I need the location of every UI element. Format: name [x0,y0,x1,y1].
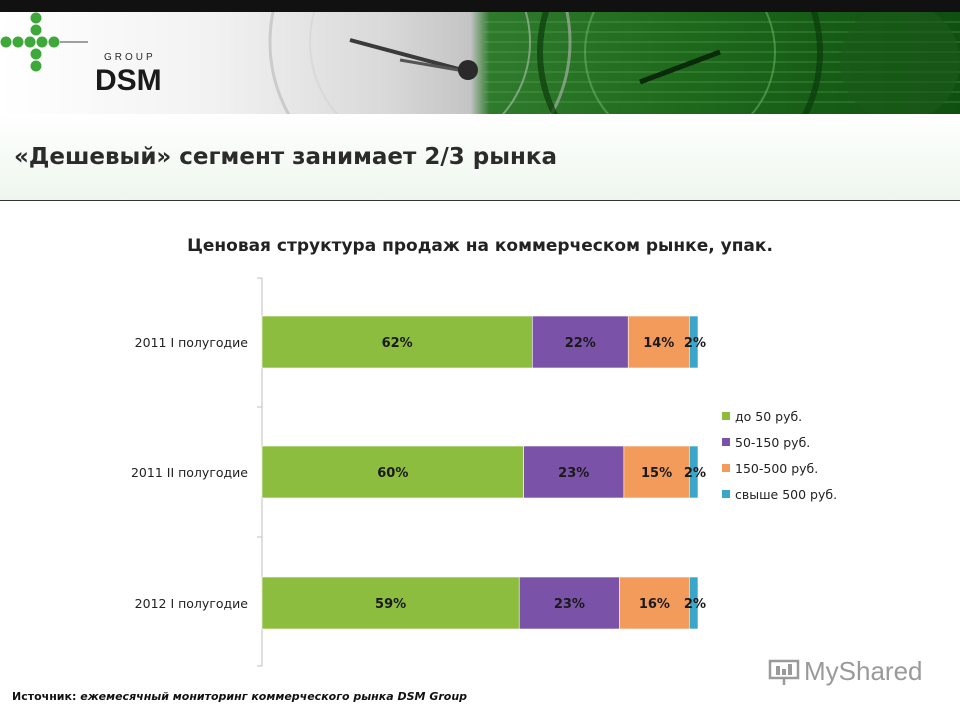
data-label: 23% [554,597,585,612]
dsm-logo-icon [0,12,88,72]
legend-item: до 50 руб. [722,403,837,429]
logo-brand-text: DSM [95,64,162,97]
legend-swatch [722,490,730,498]
headline-band: «Дешевый» сегмент занимает 2/3 рынка [0,114,960,201]
bar-segment [523,445,625,499]
legend-swatch [722,412,730,420]
data-label: 59% [375,597,406,612]
bar-segment [261,445,524,499]
source-text: ежемесячный мониторинг коммерческого рын… [80,690,468,703]
data-label: 2% [684,336,706,351]
category-label: 2012 I полугодие [135,596,249,611]
bar-segment [688,445,699,499]
bar-segment [518,576,620,630]
data-label: 23% [558,466,589,481]
data-label: 62% [382,336,413,351]
legend-item: свыше 500 руб. [722,481,837,507]
chart-legend: до 50 руб. 50-150 руб. 150-500 руб. свыше 5… [722,403,837,507]
legend-swatch [722,464,730,472]
top-bar [0,0,960,12]
bar-segment [532,315,629,369]
legend-label: 150-500 руб. [735,460,819,476]
data-label: 14% [643,336,674,351]
data-label: 2% [684,597,706,612]
bar-segment [627,315,690,369]
bar-segment [623,445,690,499]
logo-group-text: GROUP [104,52,156,63]
legend-item: 50-150 руб. [722,429,837,455]
bar-segment [688,576,699,630]
clock-background-image [268,12,960,114]
legend-item: 150-500 руб. [722,455,837,481]
page-title: «Дешевый» сегмент занимает 2/3 рынка [14,144,558,170]
watermark-text: MyShared [804,656,923,686]
stacked-bar-chart: 2011 I полугодие 62% 22% 14% 2% 2011 II полуг… [131,277,706,667]
data-label: 2% [684,466,706,481]
bar-segment [688,315,699,369]
presentation-board-icon [768,659,800,685]
legend-label: до 50 руб. [735,408,803,424]
legend-swatch [722,438,730,446]
data-label: 60% [377,466,408,481]
bar-segment [261,315,533,369]
watermark: MyShared [768,656,923,687]
bar-segment [619,576,690,630]
data-label: 22% [565,336,596,351]
category-label: 2011 II полугодие [131,465,248,480]
data-label: 15% [641,466,672,481]
data-label: 16% [639,597,670,612]
source-note: Источник: ежемесячный мониторинг коммерч… [12,690,467,703]
category-label: 2011 I полугодие [135,335,249,350]
legend-label: 50-150 руб. [735,434,811,450]
source-label: Источник: [12,690,77,703]
header-banner: GROUP DSM [0,12,960,114]
chart-title: Ценовая структура продаж на коммерческом… [187,236,773,256]
legend-label: свыше 500 руб. [735,486,838,502]
